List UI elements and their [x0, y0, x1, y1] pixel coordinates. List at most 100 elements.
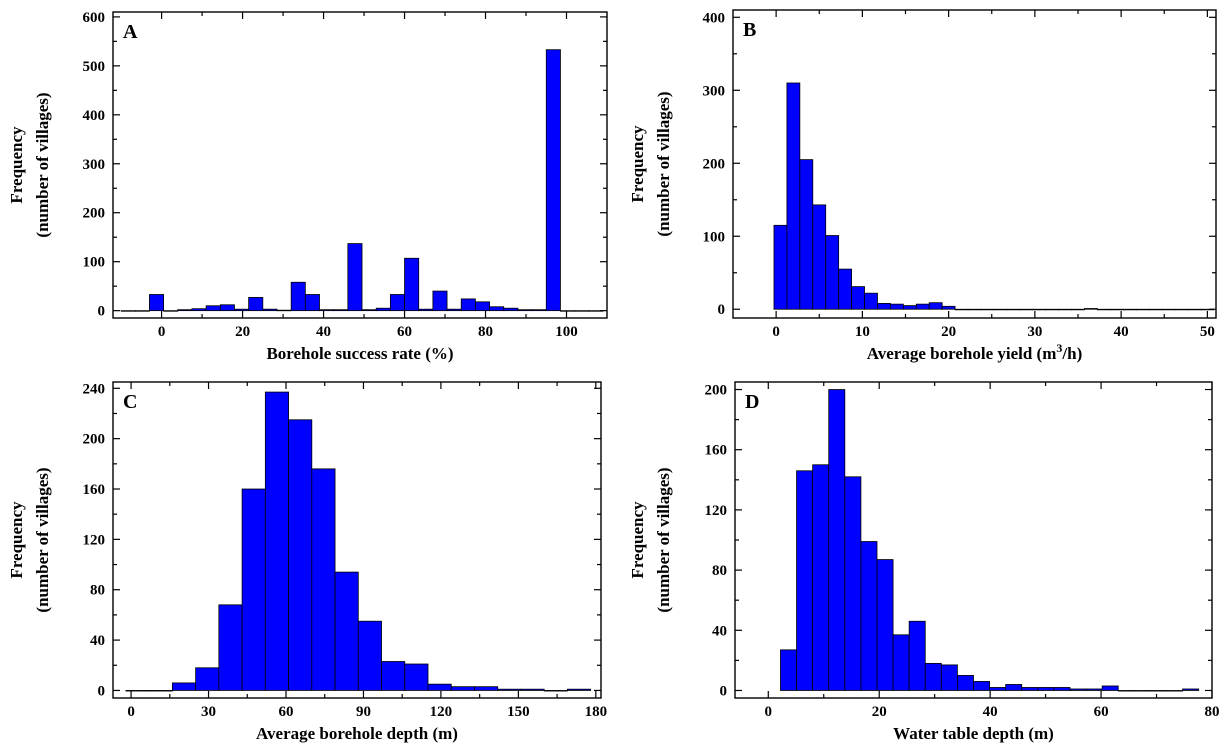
- bar: [1019, 308, 1034, 311]
- x-tick-label: 0: [772, 324, 780, 340]
- bar: [241, 488, 266, 691]
- bar: [361, 309, 377, 312]
- bar: [489, 306, 505, 312]
- x-tick-label: 40: [1114, 324, 1129, 340]
- bar: [1053, 687, 1071, 691]
- x-tick-label: 20: [235, 324, 250, 340]
- bar: [851, 286, 865, 310]
- y-axis-label: Frequency: [628, 125, 647, 203]
- x-tick-label: 80: [1205, 704, 1220, 720]
- y-tick-label: 500: [83, 59, 106, 75]
- x-axis-label: Borehole success rate (%): [266, 344, 453, 363]
- plot-frame: [732, 9, 1217, 319]
- bar: [1069, 688, 1087, 691]
- x-axis-label: Average borehole depth (m): [256, 724, 458, 743]
- bar: [1021, 687, 1039, 691]
- bar: [264, 391, 289, 691]
- bar: [1174, 308, 1189, 311]
- y-tick-label: 600: [83, 10, 106, 26]
- bar: [773, 224, 788, 310]
- bar: [381, 661, 406, 691]
- y-tick-label: 120: [705, 503, 728, 519]
- bar: [860, 541, 878, 691]
- bar: [1122, 308, 1137, 311]
- bar: [520, 688, 545, 691]
- x-tick-label: 80: [478, 324, 493, 340]
- x-tick-label: 180: [585, 704, 608, 720]
- y-tick-label: 0: [98, 683, 106, 699]
- bar: [234, 308, 250, 312]
- bar: [290, 281, 306, 312]
- y-tick-label: 200: [705, 383, 728, 399]
- y-axis-label: (number of villages): [33, 467, 52, 612]
- bar: [134, 310, 150, 312]
- y-axis-label: (number of villages): [654, 91, 673, 236]
- bar: [980, 308, 995, 311]
- x-tick-label: 30: [201, 704, 216, 720]
- bar: [1166, 690, 1184, 692]
- bar: [531, 309, 547, 312]
- x-tick-label: 120: [430, 704, 453, 720]
- bar: [450, 686, 475, 691]
- bar: [1037, 687, 1055, 691]
- bar: [796, 470, 814, 691]
- y-tick-label: 80: [712, 563, 727, 579]
- bar: [973, 681, 990, 691]
- bar: [446, 308, 462, 312]
- y-axis-label: Frequency: [7, 126, 26, 204]
- bar: [1187, 308, 1202, 311]
- x-tick-label: 40: [983, 704, 998, 720]
- bar: [163, 310, 179, 312]
- bar: [334, 571, 359, 691]
- y-tick-label: 300: [703, 83, 726, 99]
- bar: [311, 468, 336, 691]
- x-tick-label: 20: [941, 324, 956, 340]
- y-tick-label: 0: [98, 304, 106, 320]
- y-tick-label: 0: [720, 683, 728, 699]
- x-tick-label: 10: [855, 324, 870, 340]
- bar: [915, 303, 930, 310]
- y-axis-label: Frequency: [7, 501, 26, 579]
- plot-frame: [112, 11, 608, 319]
- y-axis-label: (number of villages): [654, 467, 673, 612]
- bar: [543, 690, 568, 692]
- bar: [1097, 308, 1111, 311]
- x-tick-label: 60: [1094, 704, 1109, 720]
- bar: [191, 308, 207, 312]
- x-tick-label: 20: [872, 704, 887, 720]
- x-tick-label: 0: [158, 324, 166, 340]
- bar: [333, 309, 349, 312]
- bar: [148, 690, 173, 692]
- bar: [940, 664, 958, 691]
- y-tick-label: 80: [90, 583, 105, 599]
- y-tick-label: 160: [705, 443, 728, 459]
- bar: [357, 620, 382, 691]
- x-tick-label: 40: [316, 324, 331, 340]
- bar: [838, 268, 852, 310]
- bar: [560, 310, 576, 312]
- bar: [262, 308, 278, 312]
- y-tick-label: 240: [83, 381, 106, 397]
- bar: [908, 620, 926, 691]
- bar: [1006, 308, 1021, 311]
- bar: [1150, 690, 1167, 692]
- y-tick-label: 160: [83, 482, 106, 498]
- y-tick-label: 300: [83, 157, 106, 173]
- x-axis-label-superscript: 3: [1056, 341, 1062, 355]
- x-tick-label: 60: [397, 324, 412, 340]
- bar: [304, 294, 320, 312]
- bar: [989, 687, 1007, 691]
- bar: [892, 634, 910, 691]
- bar: [474, 686, 499, 691]
- x-tick-label: 60: [278, 704, 293, 720]
- bar: [890, 303, 904, 310]
- plot-frame: [112, 381, 602, 699]
- bar: [902, 305, 917, 310]
- bar: [825, 235, 840, 310]
- bar: [1109, 308, 1124, 311]
- bar: [219, 304, 235, 312]
- panel-d: 0 20 40 60 80 0 40 80 120 160 200 D Water table dept…: [628, 381, 1220, 743]
- y-tick-label: 400: [83, 108, 106, 124]
- bar: [1071, 308, 1085, 311]
- bar: [503, 307, 519, 312]
